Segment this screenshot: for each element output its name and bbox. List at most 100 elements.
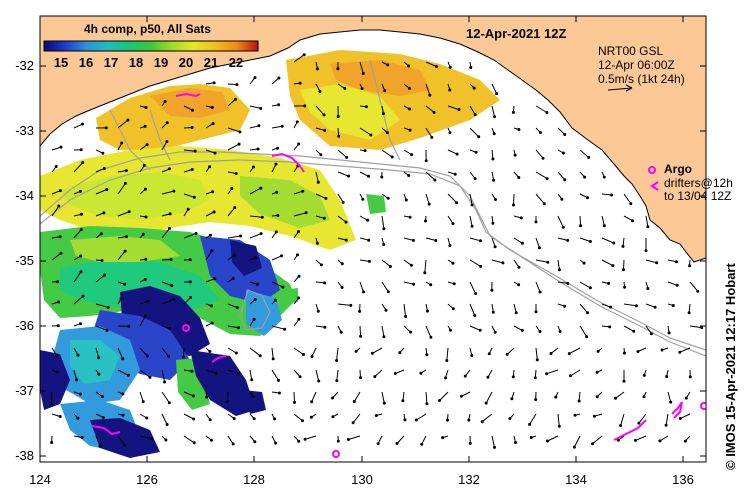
current-vector-head: [345, 155, 349, 159]
current-vector-head: [484, 401, 488, 405]
colorbar-label: 22: [228, 55, 244, 70]
current-vector-head: [495, 92, 499, 96]
current-vector-head: [237, 142, 241, 146]
current-vector-head: [163, 380, 167, 384]
current-vector-head: [393, 372, 397, 375]
current-vector-head: [144, 257, 148, 261]
current-vector-head: [252, 165, 255, 169]
current-vector-head: [429, 283, 433, 287]
current-vector-head: [236, 371, 240, 375]
current-vector-head: [569, 374, 572, 378]
current-vector-head: [335, 379, 339, 383]
current-vector: [667, 391, 672, 403]
current-vector-head: [346, 438, 350, 441]
current-vector-head: [238, 130, 242, 134]
current-vector: [293, 190, 303, 195]
current-vector-head: [145, 416, 149, 420]
lon-label: 132: [458, 472, 480, 487]
current-vector: [665, 413, 669, 426]
current-vector-head: [168, 212, 172, 216]
drifter-legend-line2: to 13/04 12Z: [664, 189, 732, 203]
current-vector-head: [190, 168, 194, 171]
current-vector-head: [404, 198, 408, 202]
current-vector-head: [297, 317, 301, 321]
current-vector-head: [505, 352, 509, 356]
current-vector-head: [479, 264, 483, 268]
current-vector-head: [297, 274, 301, 278]
current-vector-head: [123, 444, 127, 447]
current-vector: [469, 259, 481, 267]
current-vector-head: [141, 400, 145, 404]
current-vector-head: [79, 228, 83, 232]
current-vector-head: [554, 395, 558, 399]
current-vector: [403, 303, 407, 317]
current-vector-head: [80, 436, 84, 439]
current-vector-head: [230, 187, 234, 190]
lon-label: 128: [243, 472, 265, 487]
current-vector: [601, 259, 614, 267]
current-vector-head: [274, 441, 278, 445]
current-vector: [271, 281, 284, 288]
current-vector-head: [566, 238, 570, 242]
current-vector-head: [144, 187, 147, 191]
current-vector-head: [534, 398, 538, 402]
current-vector-head: [588, 286, 592, 290]
current-vector-head: [595, 395, 599, 399]
current-vector-head: [390, 155, 394, 159]
current-vector: [557, 215, 564, 228]
current-vector-head: [309, 415, 313, 419]
current-vector-head: [336, 115, 340, 118]
current-vector-head: [255, 282, 259, 286]
current-vector-head: [408, 107, 412, 111]
isobath-lines: [40, 59, 706, 357]
current-vector: [446, 347, 449, 361]
current-vector-head: [344, 238, 348, 242]
current-vector-head: [608, 325, 612, 329]
lat-label: -33: [15, 123, 34, 138]
current-vector: [570, 369, 581, 377]
current-vector-head: [102, 211, 106, 215]
current-vector: [381, 215, 385, 229]
current-vector: [623, 325, 634, 332]
current-vector-head: [192, 195, 196, 199]
current-vector-head: [304, 211, 308, 215]
current-vector: [271, 125, 283, 129]
current-vector-head: [337, 134, 341, 138]
current-vector-head: [669, 400, 673, 404]
plot-frame: [39, 15, 707, 463]
current-vector-head: [280, 254, 283, 258]
current-vector-head: [273, 298, 277, 302]
lat-label: -34: [15, 188, 34, 203]
current-vector-head: [55, 370, 59, 374]
current-vector-head: [271, 357, 275, 361]
current-vector-head: [57, 300, 61, 304]
current-vector-head: [623, 351, 626, 355]
colorbar-label: 15: [53, 55, 69, 70]
current-vector-head: [448, 65, 452, 69]
current-vector: [485, 391, 493, 404]
current-vector-head: [493, 445, 496, 449]
current-vector: [578, 391, 581, 402]
current-vector-head: [105, 188, 109, 191]
current-vector-head: [192, 417, 196, 421]
current-vector-head: [382, 335, 386, 339]
current-vector-head: [470, 224, 474, 228]
current-vector-head: [510, 397, 514, 401]
current-vector: [579, 281, 591, 289]
current-vector-head: [276, 213, 280, 217]
colorbar-label: 17: [103, 55, 119, 70]
current-vector-head: [508, 417, 512, 421]
current-vector-head: [123, 181, 127, 185]
current-vector-head: [520, 328, 524, 332]
current-vector: [601, 303, 611, 308]
current-vector-head: [434, 239, 438, 242]
current-vector-head: [408, 86, 411, 90]
current-vector-head: [148, 375, 152, 379]
current-vector: [447, 215, 454, 224]
drifter-legend-line1: drifters@12h: [664, 176, 733, 190]
current-vector: [557, 413, 560, 427]
imos-credit: © IMOS 15-Apr-2021 12:17 Hobart: [723, 263, 738, 470]
current-vector-head: [360, 87, 364, 91]
current-vector-head: [331, 396, 334, 400]
current-vector: [249, 233, 262, 239]
